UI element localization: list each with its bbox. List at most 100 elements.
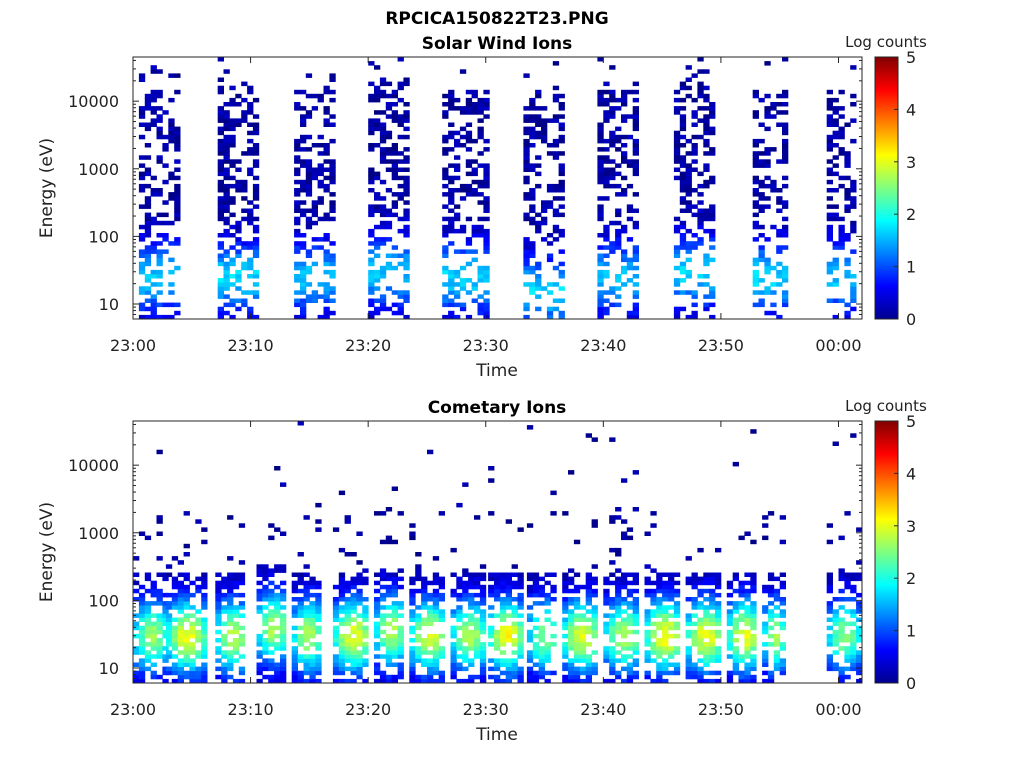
- heatmap-cell: [374, 286, 381, 291]
- heatmap-cell: [294, 179, 301, 185]
- heatmap-cell: [379, 617, 387, 622]
- heatmap-cell: [632, 609, 639, 614]
- heatmap-cell: [656, 662, 663, 667]
- heatmap-cell: [597, 130, 604, 136]
- heatmap-cell: [483, 167, 490, 172]
- heatmap-cell: [338, 670, 346, 676]
- heatmap-cell: [177, 597, 184, 602]
- heatmap-cell: [479, 588, 487, 594]
- heatmap-cell: [232, 629, 240, 635]
- heatmap-cell: [379, 597, 387, 602]
- heatmap-cell: [762, 670, 769, 676]
- heatmap-cell: [773, 662, 781, 667]
- heatmap-cell: [232, 642, 240, 647]
- heatmap-cell: [850, 633, 857, 639]
- heatmap-cell: [403, 265, 410, 271]
- heatmap-cell: [474, 642, 481, 647]
- heatmap-cell: [526, 613, 534, 618]
- heatmap-cell: [715, 678, 722, 684]
- heatmap-cell: [832, 441, 839, 446]
- heatmap-cell: [758, 257, 765, 263]
- heatmap-cell: [362, 597, 369, 602]
- heatmap-cell: [291, 654, 298, 659]
- heatmap-cell: [782, 278, 789, 283]
- heatmap-cell: [235, 306, 242, 312]
- heatmap-cell: [294, 192, 301, 197]
- heatmap-cell: [838, 183, 845, 189]
- x-tick-label: 23:30: [463, 700, 509, 719]
- heatmap-cell: [232, 621, 240, 627]
- heatmap-cell: [391, 175, 398, 181]
- heatmap-cell: [529, 106, 536, 111]
- heatmap-cell: [385, 507, 393, 512]
- heatmap-cell: [585, 572, 592, 577]
- heatmap-cell: [150, 216, 157, 222]
- heatmap-cell: [459, 126, 467, 132]
- heatmap-cell: [332, 609, 340, 614]
- heatmap-cell: [541, 216, 548, 222]
- heatmap-cell: [403, 175, 410, 181]
- heatmap-cell: [247, 147, 254, 152]
- heatmap-cell: [138, 290, 146, 295]
- heatmap-cell: [201, 592, 208, 598]
- heatmap-cell: [462, 613, 469, 618]
- heatmap-cell: [217, 216, 224, 222]
- heatmap-cell: [227, 584, 234, 590]
- heatmap-cell: [156, 155, 163, 160]
- heatmap-cell: [697, 642, 704, 647]
- heatmap-cell: [517, 584, 524, 590]
- heatmap-cell: [544, 580, 551, 586]
- heatmap-cell: [432, 592, 440, 598]
- heatmap-cell: [171, 642, 179, 647]
- heatmap-cell: [697, 621, 704, 627]
- heatmap-cell: [427, 662, 434, 667]
- heatmap-cell: [223, 261, 230, 267]
- heatmap-cell: [679, 233, 687, 238]
- heatmap-cell: [762, 642, 769, 647]
- heatmap-cell: [256, 609, 263, 614]
- heatmap-cell: [168, 134, 175, 140]
- heatmap-cell: [162, 629, 169, 635]
- heatmap-cell: [300, 159, 307, 164]
- heatmap-cell: [368, 143, 375, 148]
- heatmap-cell: [309, 662, 316, 667]
- heatmap-cell: [776, 208, 783, 213]
- heatmap-cell: [558, 212, 565, 218]
- heatmap-cell: [374, 143, 381, 148]
- heatmap-cell: [303, 597, 310, 602]
- heatmap-cell: [468, 592, 475, 598]
- heatmap-cell: [832, 621, 839, 627]
- heatmap-cell: [338, 658, 346, 663]
- heatmap-cell: [650, 642, 657, 647]
- heatmap-cell: [468, 642, 475, 647]
- heatmap-cell: [526, 633, 534, 639]
- heatmap-cell: [573, 658, 581, 663]
- heatmap-cell: [603, 298, 610, 303]
- heatmap-cell: [656, 678, 663, 684]
- heatmap-cell: [189, 674, 196, 680]
- heatmap-cell: [750, 646, 757, 651]
- heatmap-cell: [856, 560, 863, 565]
- heatmap-cell: [526, 588, 534, 594]
- heatmap-cell: [379, 621, 387, 627]
- heatmap-cell: [138, 253, 146, 258]
- heatmap-cell: [656, 605, 663, 610]
- heatmap-cell: [315, 658, 322, 663]
- heatmap-cell: [374, 625, 381, 631]
- heatmap-cell: [832, 122, 839, 127]
- heatmap-cell: [764, 265, 771, 271]
- heatmap-cell: [323, 314, 330, 320]
- heatmap-cell: [315, 527, 322, 532]
- heatmap-cell: [144, 535, 152, 541]
- heatmap-cell: [217, 138, 224, 144]
- heatmap-cell: [621, 597, 628, 602]
- heatmap-cell: [529, 97, 536, 103]
- heatmap-cell: [177, 629, 184, 635]
- heatmap-cell: [568, 588, 575, 594]
- heatmap-cell: [832, 298, 839, 303]
- heatmap-cell: [177, 662, 184, 667]
- heatmap-cell: [474, 629, 481, 635]
- heatmap-cell: [758, 302, 765, 308]
- heatmap-cell: [338, 666, 346, 672]
- heatmap-cell: [217, 212, 224, 218]
